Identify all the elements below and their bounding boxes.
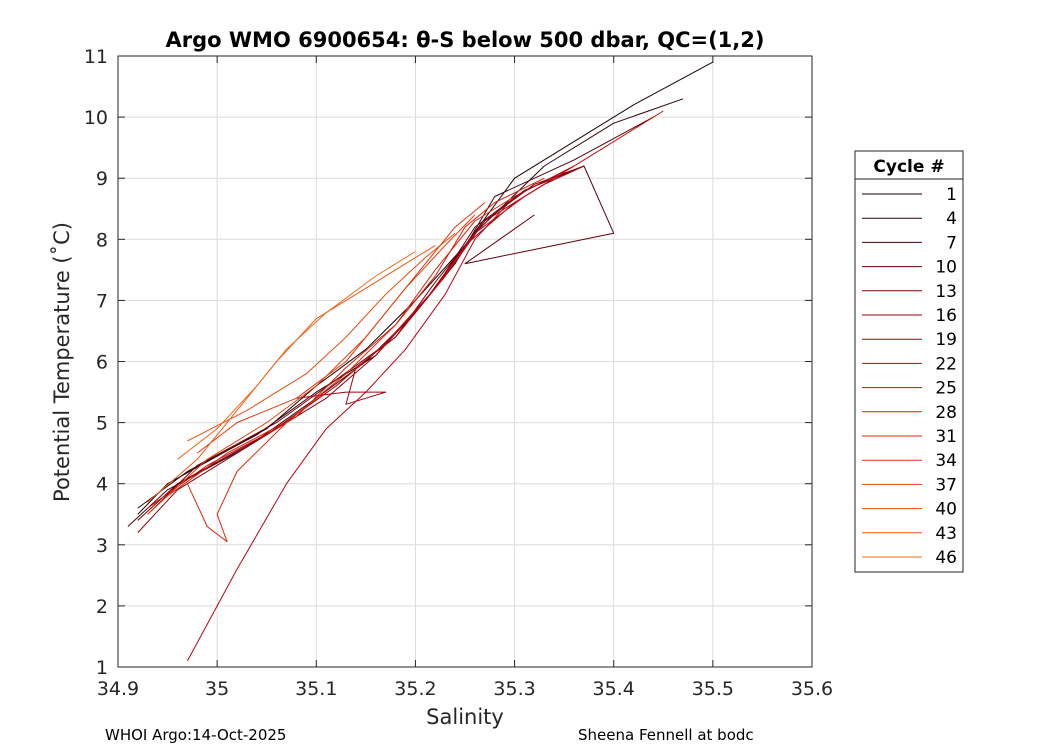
x-tick-label: 35.2 xyxy=(394,678,436,700)
plot-area: 34.9 35 35.1 35.2 35.3 35.4 35.5 35.6 1 2 3 4 5 6 7 8 9… xyxy=(84,46,833,700)
legend-entry-label: 7 xyxy=(946,233,957,253)
x-tick-labels: 34.9 35 35.1 35.2 35.3 35.4 35.5 35.6 xyxy=(97,678,833,700)
y-tick-label: 7 xyxy=(96,290,108,312)
y-tick-label: 11 xyxy=(84,46,108,68)
legend-entry-label: 34 xyxy=(935,451,957,471)
y-tick-labels: 1 2 3 4 5 6 7 8 9 10 11 xyxy=(84,46,108,679)
legend-box xyxy=(854,150,964,573)
y-tick-label: 2 xyxy=(96,596,108,618)
tick-marks xyxy=(117,55,813,668)
x-tick-label: 35.5 xyxy=(692,678,734,700)
x-tick-label: 34.9 xyxy=(97,678,139,700)
footer-left: WHOI Argo:14-Oct-2025 xyxy=(105,726,286,744)
legend-entry-label: 31 xyxy=(935,427,957,447)
legend-entry-label: 10 xyxy=(935,258,957,278)
x-tick-label: 35.4 xyxy=(593,678,635,700)
y-tick-label: 3 xyxy=(96,535,108,557)
y-tick-label: 5 xyxy=(96,413,108,435)
x-tick-label: 35.1 xyxy=(295,678,337,700)
legend-entry-label: 13 xyxy=(935,282,957,302)
legend-entry-label: 43 xyxy=(935,524,957,544)
y-tick-label: 8 xyxy=(96,229,108,251)
series-lines xyxy=(127,61,714,662)
series-line-cycle-40 xyxy=(187,232,456,442)
footer-right: Sheena Fennell at bodc xyxy=(578,726,754,744)
series-line-cycle-31 xyxy=(186,196,515,543)
x-tick-label: 35 xyxy=(205,678,229,700)
y-tick-label: 6 xyxy=(96,352,108,374)
legend-entry-label: 46 xyxy=(935,548,957,568)
x-tick-label: 35.3 xyxy=(493,678,535,700)
series-line-cycle-16 xyxy=(137,171,565,533)
legend-entry-label: 37 xyxy=(935,475,957,495)
legend-entry-label: 22 xyxy=(935,354,957,374)
series-line-cycle-37 xyxy=(147,214,476,515)
y-axis-label: Potential Temperature (˚C) xyxy=(50,222,74,502)
y-tick-label: 4 xyxy=(96,474,108,496)
chart-title: Argo WMO 6900654: θ-S below 500 dbar, QC… xyxy=(166,28,765,52)
legend-entry-label: 28 xyxy=(935,403,957,423)
series-line-cycle-46 xyxy=(177,251,416,460)
y-tick-label: 10 xyxy=(84,107,108,129)
legend-entry-label: 16 xyxy=(935,306,957,326)
y-tick-label: 1 xyxy=(96,657,108,679)
legend-entry-label: 40 xyxy=(935,500,957,520)
x-axis-label: Salinity xyxy=(426,705,504,729)
legend-entry-label: 25 xyxy=(935,379,957,399)
legend-entries: 1 4 7 10 13 16 19 22 25 28 31 34 37 40 43 46 xyxy=(862,185,957,568)
y-tick-label: 9 xyxy=(96,168,108,190)
legend-title: Cycle # xyxy=(873,157,944,177)
series-line-cycle-25 xyxy=(147,110,664,509)
x-tick-label: 35.6 xyxy=(791,678,833,700)
legend-entry-label: 4 xyxy=(946,209,957,229)
legend-entry-label: 1 xyxy=(946,185,957,205)
legend: Cycle # 1 4 7 10 13 16 19 22 25 28 31 34 37 40 43 46 xyxy=(854,150,964,573)
legend-entry-label: 19 xyxy=(935,330,957,350)
